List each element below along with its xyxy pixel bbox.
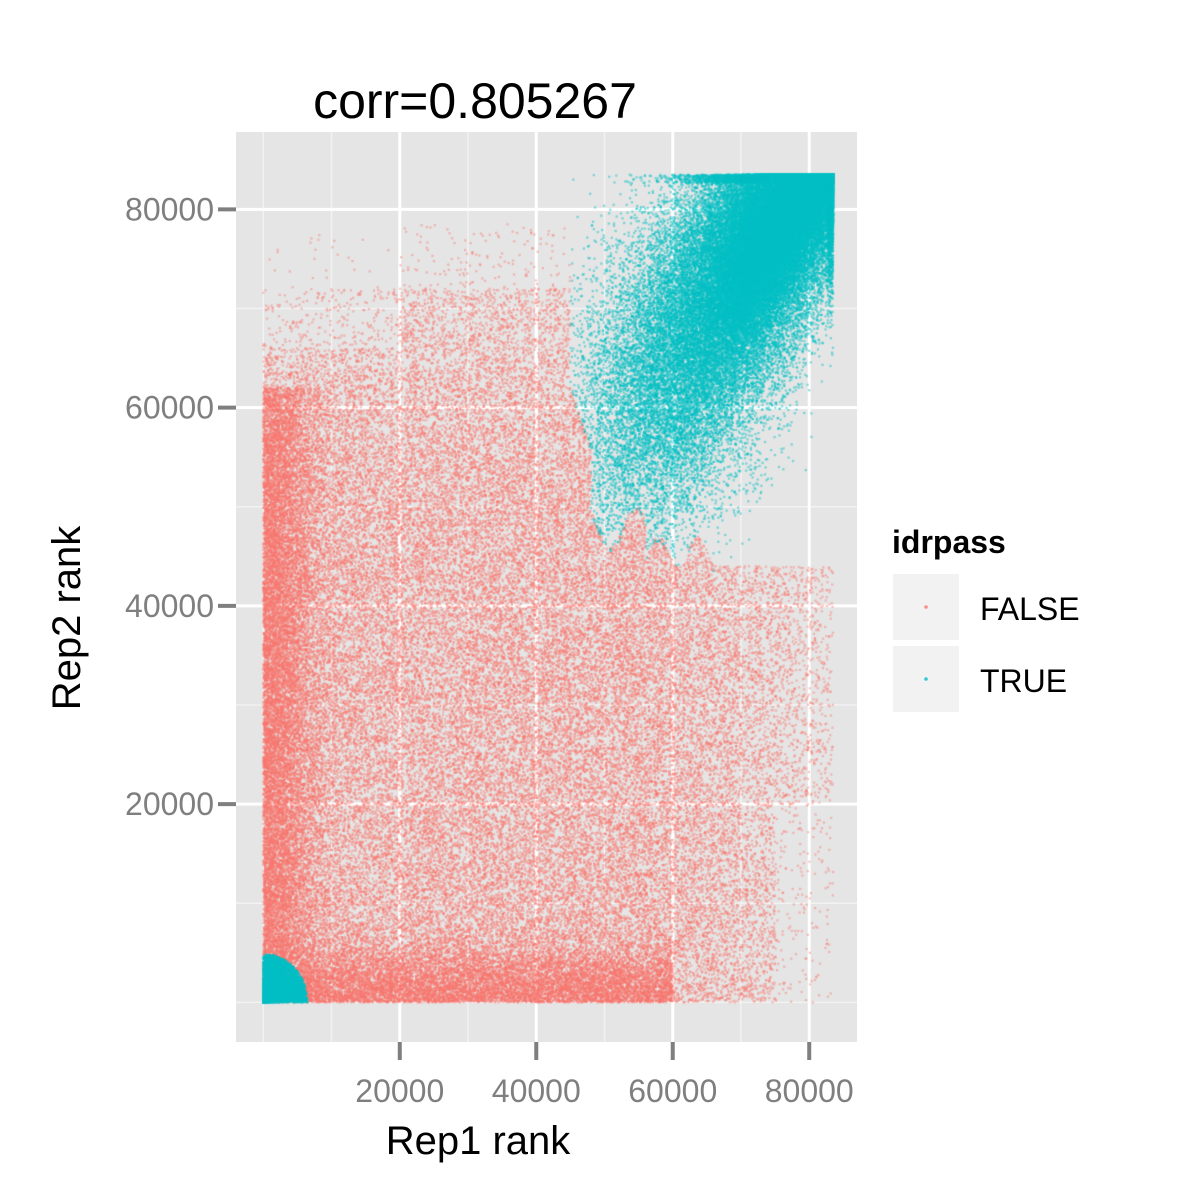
y-axis-ticks: 20000 40000 60000 80000 <box>125 191 236 822</box>
x-axis-ticks: 20000 40000 60000 80000 <box>355 1042 854 1109</box>
legend-key-true-point <box>924 677 928 681</box>
x-tick-label: 20000 <box>355 1073 444 1109</box>
x-tick-label: 80000 <box>765 1073 854 1109</box>
legend-key-false-point <box>924 605 928 609</box>
x-tick-label: 40000 <box>492 1073 581 1109</box>
y-tick-label: 20000 <box>125 786 214 822</box>
x-axis-label: Rep1 rank <box>386 1119 572 1163</box>
legend: idrpass FALSE TRUE <box>892 524 1080 712</box>
y-tick-label: 60000 <box>125 390 214 426</box>
y-tick-label: 40000 <box>125 588 214 624</box>
y-axis-label: Rep2 rank <box>45 525 89 711</box>
legend-label-true: TRUE <box>980 663 1067 699</box>
chart-title: corr=0.805267 <box>313 73 637 129</box>
y-tick-label: 80000 <box>125 191 214 227</box>
x-tick-label: 60000 <box>628 1073 717 1109</box>
legend-title: idrpass <box>892 524 1006 560</box>
legend-label-false: FALSE <box>980 591 1080 627</box>
